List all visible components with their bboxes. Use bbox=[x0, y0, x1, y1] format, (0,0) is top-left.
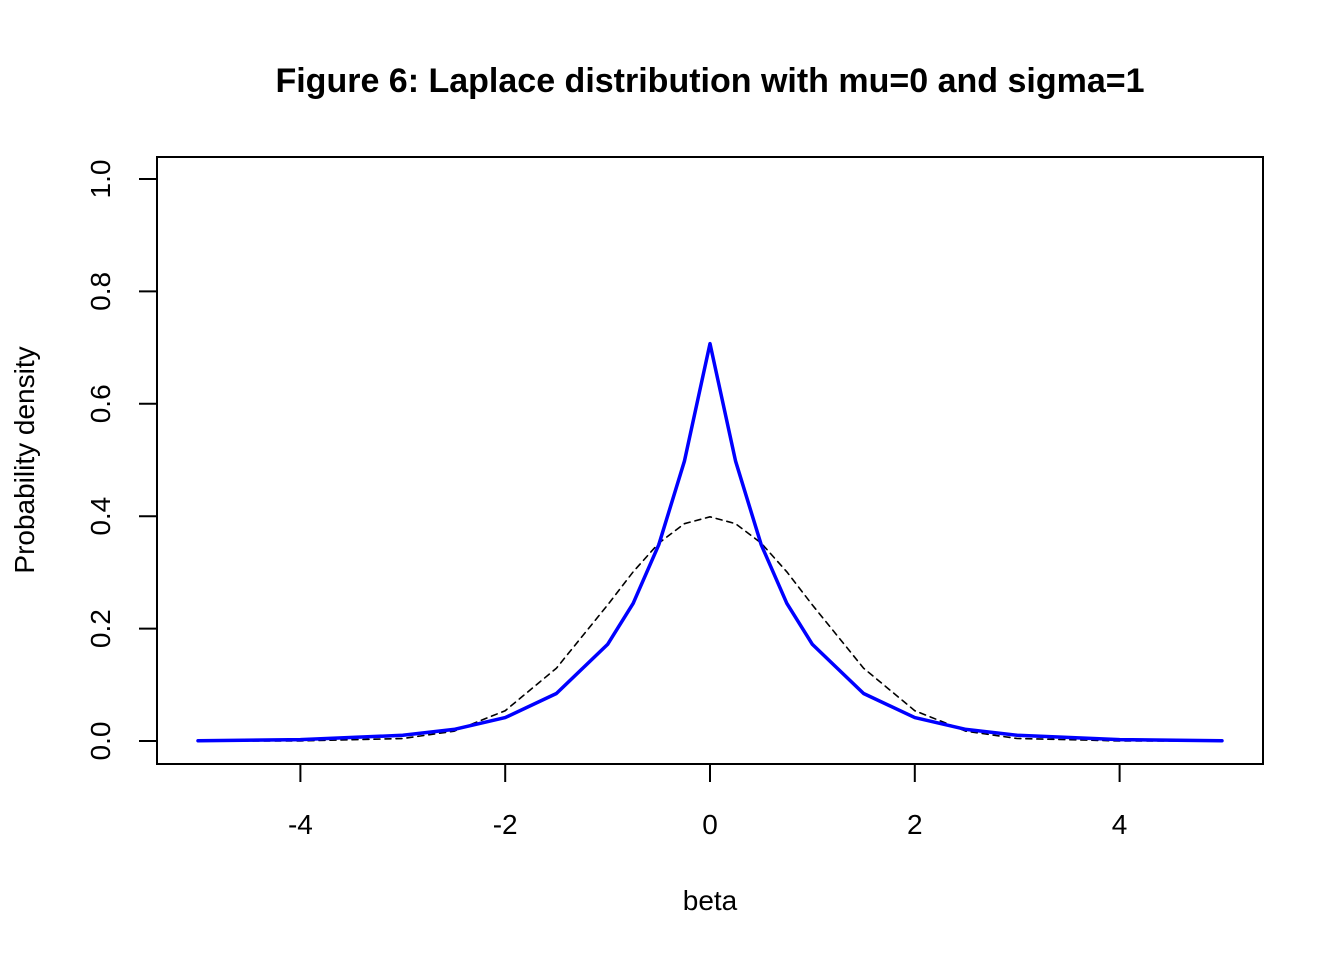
x-tick-label: 2 bbox=[907, 809, 923, 840]
y-tick-label: 0.4 bbox=[85, 497, 116, 536]
x-axis: -4 -2 0 2 4 bbox=[288, 763, 1128, 840]
y-tick-label: 0.6 bbox=[85, 384, 116, 423]
series-layer bbox=[196, 341, 1224, 743]
x-tick-label: 4 bbox=[1112, 809, 1128, 840]
x-axis-title: beta bbox=[683, 885, 738, 916]
series-line-dashed bbox=[197, 515, 1223, 742]
series-line-solid bbox=[196, 341, 1224, 743]
y-tick-label: 1.0 bbox=[85, 160, 116, 199]
y-tick-label: 0.8 bbox=[85, 272, 116, 311]
y-axis-title: Probability density bbox=[9, 346, 40, 573]
y-tick-label: 0.2 bbox=[85, 609, 116, 648]
x-tick-label: -4 bbox=[288, 809, 313, 840]
chart-title: Figure 6: Laplace distribution with mu=0… bbox=[275, 62, 1144, 100]
y-axis: 0.0 0.2 0.4 0.6 0.8 1.0 bbox=[85, 160, 158, 761]
x-tick-label: -2 bbox=[493, 809, 518, 840]
y-tick-label: 0.0 bbox=[85, 722, 116, 761]
x-tick-label: 0 bbox=[702, 809, 718, 840]
plot-frame bbox=[156, 156, 1264, 765]
